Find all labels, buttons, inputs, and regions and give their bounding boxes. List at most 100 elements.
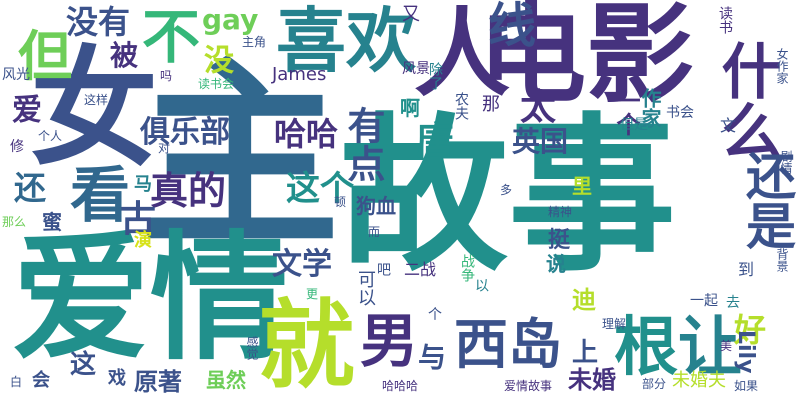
word-geng: 更 xyxy=(306,287,319,301)
word-qu: 去 xyxy=(726,295,740,311)
word-aiqinggushi: 爱情故事 xyxy=(504,379,553,393)
word-mei: 没 xyxy=(198,44,233,74)
word-yiqi: 一起 xyxy=(690,293,718,309)
word-bai: 白 xyxy=(10,375,23,389)
word-xiu: 修 xyxy=(10,139,24,155)
word-a: 啊 xyxy=(400,96,420,120)
word-ma2: 吗 xyxy=(160,69,173,83)
word-danshi: 但是 xyxy=(620,117,648,133)
word-dushuhui: 读书会 xyxy=(198,77,235,91)
word-nvzuojia: 女作家 xyxy=(775,48,789,84)
word-yige: 一个 xyxy=(612,88,640,136)
word-zheyang: 这样 xyxy=(84,93,109,107)
word-hai: 还 xyxy=(14,169,47,207)
word-zuojia: 作家 xyxy=(638,88,662,128)
word-rang: 让 xyxy=(678,311,742,385)
word-tang: 唐 xyxy=(416,119,455,163)
word-haishi: 还是 xyxy=(738,150,796,250)
word-shuo: 说 xyxy=(546,252,566,276)
word-aiqing: 爱情 xyxy=(12,218,289,379)
word-keyi: 可以 xyxy=(355,270,376,306)
word-jiu: 就 xyxy=(242,294,354,390)
word-wen: 文 xyxy=(720,116,737,135)
word-ba: 吧 xyxy=(375,262,391,276)
word-geren: 个人 xyxy=(38,129,63,143)
word-duo: 多 xyxy=(500,183,513,197)
word-tai: 太 xyxy=(520,87,557,128)
word-james: James xyxy=(272,64,327,85)
word-weihunfu: 未婚夫 xyxy=(672,370,726,391)
word-fengguang: 风光 xyxy=(2,67,30,83)
word-gen: 根 xyxy=(614,311,678,385)
word-lijie: 理解 xyxy=(602,317,627,331)
word-kan: 看 xyxy=(70,161,130,231)
word-hui: 会 xyxy=(32,370,50,391)
word-zhege: 这个 xyxy=(286,169,354,209)
word-yingguo: 英国 xyxy=(512,125,569,158)
word-ganjue: 感觉 xyxy=(245,336,259,360)
word-hao: 好 xyxy=(734,311,767,349)
word-ruguo: 如果 xyxy=(734,379,759,393)
word-ge: 个 xyxy=(428,307,442,323)
word-yuanzhu: 原著 xyxy=(134,368,182,396)
word-suiran: 虽然 xyxy=(206,368,246,392)
word-gu: 古 xyxy=(120,199,157,240)
word-dianying: 电影 xyxy=(478,0,695,118)
word-gay: gay xyxy=(202,3,259,36)
word-ren: 人 xyxy=(414,0,510,110)
word-shuhui: 书会 xyxy=(666,105,694,121)
word-nv: 女 xyxy=(30,35,159,184)
word-dun: 顿 xyxy=(334,195,347,209)
word-zhe: 这 xyxy=(70,350,97,380)
word-na: 那 xyxy=(482,94,500,115)
word-xian: 线 xyxy=(488,0,537,54)
word-dushu: 读书 xyxy=(717,6,733,34)
word-zhu: 主 xyxy=(140,41,341,274)
word-gushi: 故事 xyxy=(340,98,676,294)
word-zhende: 真的 xyxy=(150,169,227,213)
word-julebu: 俱乐部 xyxy=(140,115,230,150)
word-zhujiao: 主角 xyxy=(242,35,267,49)
word-juqing: 剧情 xyxy=(779,150,793,174)
word-meiyou: 没有 xyxy=(66,3,131,41)
word-hahaha: 哈哈哈 xyxy=(382,379,419,393)
word-erzhan: 二战 xyxy=(404,260,437,279)
word-er: 而 xyxy=(368,225,381,239)
word-weihun: 未婚 xyxy=(568,366,616,394)
word-ma: 马 xyxy=(134,174,152,195)
word-mei2: 美 xyxy=(720,339,733,353)
word-xi: 戏 xyxy=(108,368,126,389)
word-chule: 除了 xyxy=(427,62,443,90)
word-nongfu: 农夫 xyxy=(453,92,469,120)
word-yu: 与 xyxy=(418,341,447,374)
word-xihuan: 喜欢 xyxy=(276,0,416,82)
word-dan: 但 xyxy=(18,25,72,88)
word-bufen: 部分 xyxy=(642,377,667,391)
word-yi: 以 xyxy=(473,278,489,292)
word-haha: 哈哈 xyxy=(274,115,339,153)
word-you: 又 xyxy=(402,4,420,25)
word-li: 里 xyxy=(572,174,592,198)
word-shang: 上 xyxy=(572,338,599,368)
word-nan: 男 xyxy=(360,307,419,375)
word-fengjing: 风景 xyxy=(402,61,430,77)
word-dao: 到 xyxy=(738,260,755,279)
word-beijing: 背景 xyxy=(775,248,789,272)
word-xidao: 西岛 xyxy=(454,313,562,376)
word-ting: 挺 xyxy=(548,228,571,253)
word-jingshen: 精神 xyxy=(548,205,573,219)
word-mi: 蜜 xyxy=(42,210,62,234)
word-youdian: 有点 xyxy=(341,106,385,182)
word-di: 迪 xyxy=(572,286,596,314)
word-lily: Lily xyxy=(733,330,758,374)
word-shenme: 什么 xyxy=(711,40,781,160)
word-bu: 不 xyxy=(142,3,201,71)
word-ai: 爱 xyxy=(12,93,42,128)
word-bei: 被 xyxy=(110,39,139,72)
word-wenxue: 文学 xyxy=(272,247,332,282)
word-name: 那么 xyxy=(2,215,27,229)
word-dui: 对 xyxy=(158,141,171,155)
word-yan: 演 xyxy=(134,230,152,251)
word-goxue: 狗血 xyxy=(356,194,396,218)
